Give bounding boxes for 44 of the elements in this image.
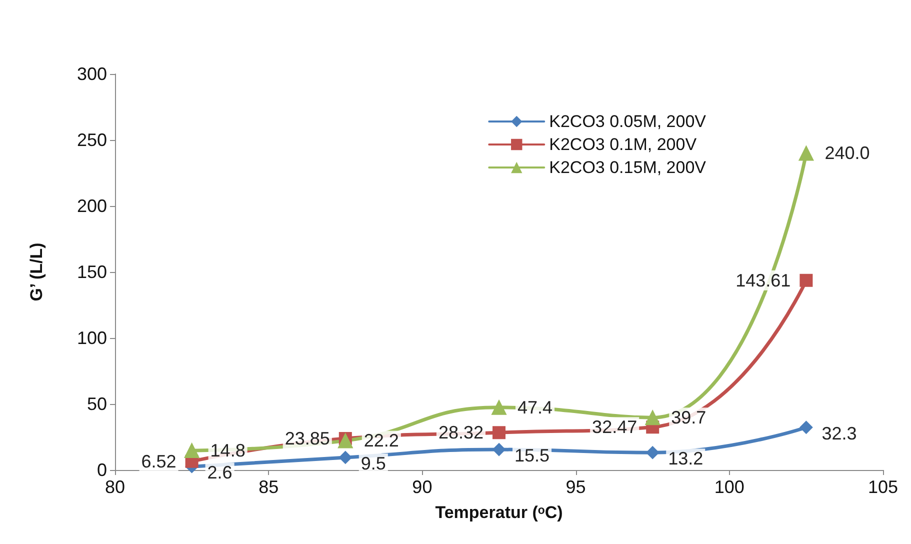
data-label: 240.0 bbox=[824, 143, 870, 164]
x-tick-label: 100 bbox=[714, 477, 744, 497]
y-tick-label: 150 bbox=[76, 262, 107, 282]
point bbox=[492, 426, 506, 440]
data-label: 32.3 bbox=[822, 423, 857, 444]
data-label: 32.47 bbox=[592, 417, 638, 438]
data-label: 14.8 bbox=[210, 440, 246, 460]
y-tick-label: 200 bbox=[76, 196, 107, 216]
y-tick-label: 300 bbox=[76, 64, 107, 84]
data-label: 39.7 bbox=[671, 408, 706, 428]
x-tick-label: 80 bbox=[104, 477, 126, 497]
point bbox=[338, 450, 352, 464]
data-label: 143.61 bbox=[736, 270, 791, 290]
legend-label: K2CO3 0.15M, 200V bbox=[549, 158, 707, 177]
point bbox=[646, 446, 660, 460]
point bbox=[645, 410, 660, 426]
data-label: 9.5 bbox=[360, 453, 386, 474]
x-axis-title: Temperatur (ᵒC) bbox=[435, 503, 563, 522]
data-label: 47.4 bbox=[518, 397, 553, 418]
y-tick-label: 50 bbox=[86, 394, 107, 414]
point bbox=[800, 420, 813, 434]
point bbox=[492, 400, 506, 415]
y-axis-title: G’ (L/L) bbox=[27, 242, 46, 302]
point bbox=[800, 274, 813, 287]
x-tick-label: 90 bbox=[412, 477, 432, 497]
point bbox=[798, 146, 814, 161]
point bbox=[338, 433, 353, 448]
data-label: 28.32 bbox=[438, 422, 484, 443]
data-label: 6.52 bbox=[141, 451, 176, 472]
x-tick-label: 95 bbox=[566, 477, 586, 497]
legend-label: K2CO3 0.05M, 200V bbox=[549, 112, 707, 131]
data-label: 13.2 bbox=[668, 448, 704, 469]
data-label: 15.5 bbox=[514, 446, 550, 466]
y-tick-label: 0 bbox=[96, 460, 107, 480]
x-tick-label: 85 bbox=[258, 477, 279, 497]
legend-label: K2CO3 0.1M, 200V bbox=[549, 135, 698, 154]
data-label: 22.2 bbox=[364, 430, 399, 451]
data-label: 2.6 bbox=[207, 462, 232, 483]
y-tick-label: 250 bbox=[76, 130, 107, 150]
data-label: 23.85 bbox=[284, 428, 330, 449]
x-tick-label: 105 bbox=[868, 477, 898, 497]
y-tick-label: 100 bbox=[76, 328, 107, 348]
point bbox=[492, 443, 506, 456]
point bbox=[184, 442, 200, 458]
